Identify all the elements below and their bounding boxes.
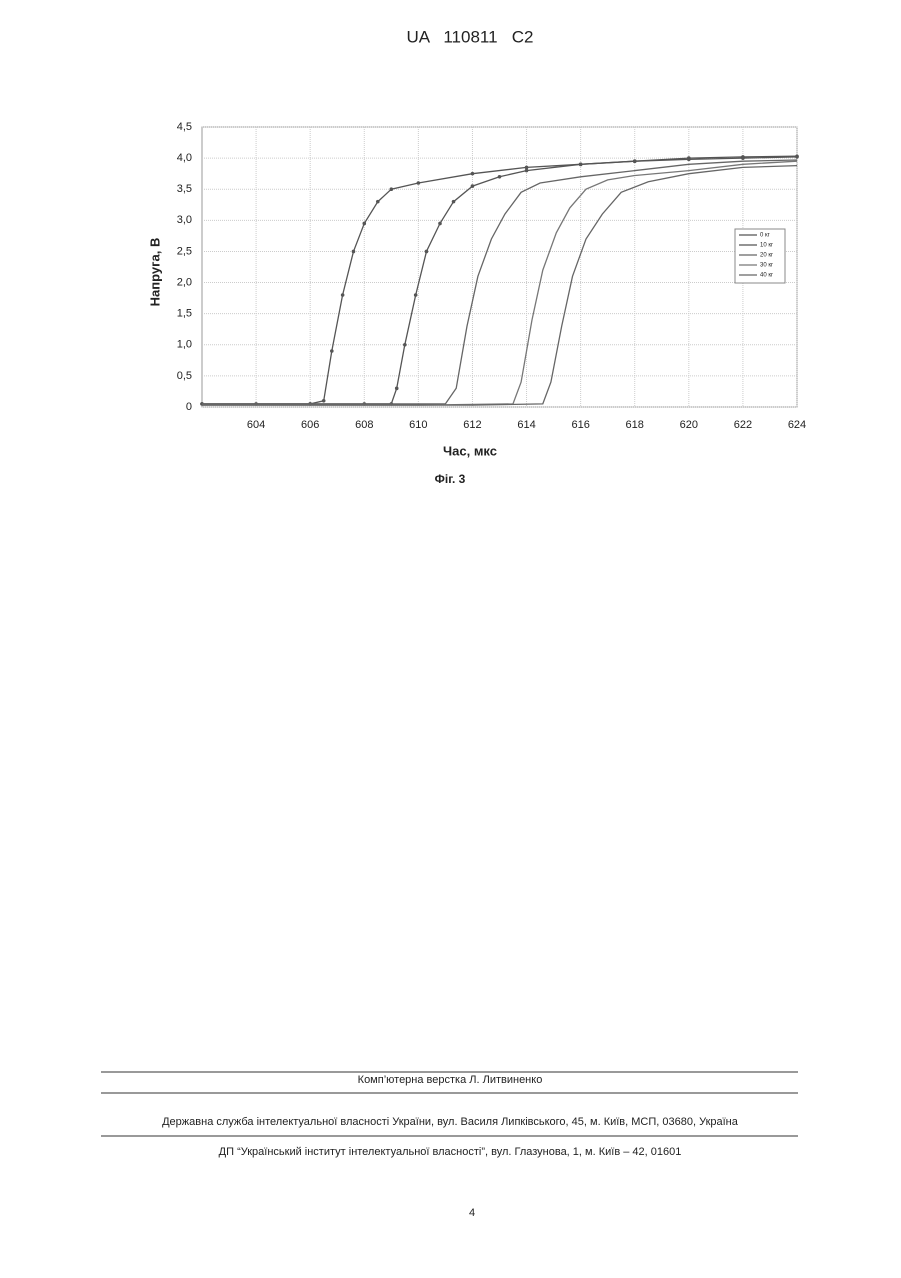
- y-tick-label: 4,0: [177, 152, 192, 164]
- legend-label: 10 кг: [760, 243, 774, 249]
- footer-layout: Комп’ютерна верстка Л. Литвиненко: [358, 1074, 543, 1086]
- point: [322, 399, 326, 403]
- y-tick-label: 4,5: [177, 121, 192, 133]
- page-number: 4: [469, 1207, 475, 1219]
- point: [352, 250, 356, 254]
- point: [525, 169, 529, 173]
- y-tick-label: 3,0: [177, 214, 192, 226]
- point: [633, 159, 637, 163]
- x-tick-label: 620: [680, 419, 698, 431]
- legend-label: 0 кг: [760, 233, 771, 239]
- y-tick-label: 1,5: [177, 308, 192, 320]
- x-tick-label: 606: [301, 419, 319, 431]
- point: [425, 250, 429, 254]
- footer-institute: ДП “Український інститут інтелектуальної…: [219, 1146, 682, 1158]
- point: [687, 158, 691, 162]
- point: [417, 181, 421, 185]
- point: [438, 222, 442, 226]
- point: [525, 166, 529, 170]
- y-tick-label: 2,5: [177, 245, 192, 257]
- point: [471, 184, 475, 188]
- point: [403, 343, 407, 347]
- legend-label: 30 кг: [760, 263, 774, 269]
- page: UA 110811 C2 Час, мкс Напруга, В Фіг. 3 …: [0, 0, 901, 1273]
- x-tick-label: 608: [355, 419, 373, 431]
- x-tick-label: 610: [409, 419, 427, 431]
- point: [341, 293, 345, 297]
- figure-caption: Фіг. 3: [435, 472, 466, 486]
- y-tick-label: 0,5: [177, 370, 192, 382]
- x-axis-label: Час, мкс: [443, 443, 497, 458]
- legend-label: 20 кг: [760, 253, 774, 259]
- y-tick-label: 3,5: [177, 183, 192, 195]
- point: [579, 163, 583, 167]
- y-tick-label: 0: [186, 401, 192, 413]
- point: [376, 200, 380, 204]
- y-tick-label: 2,0: [177, 276, 192, 288]
- x-tick-label: 614: [517, 419, 535, 431]
- point: [498, 175, 502, 179]
- y-tick-label: 1,0: [177, 339, 192, 351]
- point: [362, 222, 366, 226]
- x-tick-label: 604: [247, 419, 265, 431]
- footer-office: Державна служба інтелектуальної власност…: [162, 1116, 739, 1128]
- point: [414, 293, 418, 297]
- point: [330, 349, 334, 353]
- point: [452, 200, 456, 204]
- x-tick-label: 612: [463, 419, 481, 431]
- point: [795, 155, 799, 159]
- patent-number: UA 110811 C2: [407, 27, 534, 46]
- x-tick-label: 616: [571, 419, 589, 431]
- point: [741, 156, 745, 160]
- x-tick-label: 622: [734, 419, 752, 431]
- y-axis-label: Напруга, В: [147, 238, 162, 307]
- point: [395, 387, 399, 391]
- x-tick-label: 624: [788, 419, 806, 431]
- x-tick-label: 618: [626, 419, 644, 431]
- legend-label: 40 кг: [760, 273, 774, 279]
- point: [471, 172, 475, 176]
- point: [390, 187, 394, 191]
